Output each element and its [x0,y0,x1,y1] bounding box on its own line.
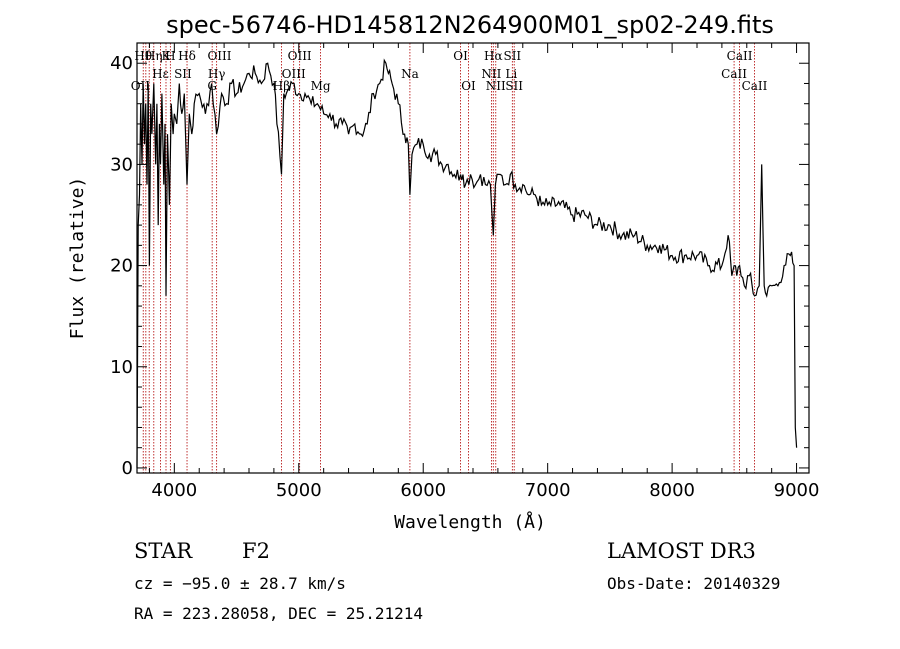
y-tick-label: 40 [110,53,133,74]
line-annotation: CaII [721,67,747,81]
line-annotation: Hγ [208,67,226,81]
line-annotation: K [162,49,172,63]
x-tick-label: 5000 [276,480,322,501]
chart-title: spec-56746-HD145812N264900M01_sp02-249.f… [166,11,774,39]
line-annotation: OIII [282,67,306,81]
line-annotation: Mg [311,79,331,93]
line-annotation: CaII [727,49,753,63]
line-annotation: OII [131,79,151,93]
line-annotation: OI [453,49,468,63]
y-ticks: 0 10 20 30 40 [110,53,809,479]
line-annotation: Hη [145,49,163,63]
class-label: STAR [134,539,193,563]
line-annotation: Na [401,67,419,81]
obs-date-label: Obs-Date: 20140329 [607,574,780,593]
line-annotation: CaII [742,79,768,93]
line-annotation: H [165,49,175,63]
y-tick-label: 20 [110,256,133,277]
line-annotation: NII [486,79,506,93]
reference-lines [142,43,755,473]
survey-label: LAMOST DR3 [607,539,756,563]
line-annotation: Hε [152,67,169,81]
line-annotation: OI [461,79,476,93]
coords-label: RA = 223.28058, DEC = 25.21214 [134,604,423,623]
y-tick-label: 30 [110,154,133,175]
subclass-label: F2 [242,539,270,563]
line-annotation: Hδ [178,49,196,63]
x-tick-label: 9000 [774,480,820,501]
line-annotation: Hβ [273,79,290,93]
y-tick-label: 10 [110,357,133,378]
line-annotation: OIII [207,49,231,63]
line-annotation: OIII [288,49,312,63]
line-annotation: Hα [484,49,503,63]
line-annotation: SII [505,79,523,93]
spectrum-series [136,58,798,468]
y-axis-label: Flux (relative) [67,177,88,340]
x-tick-label: 7000 [525,480,571,501]
line-annotation: Li [505,67,517,81]
x-tick-label: 4000 [151,480,197,501]
line-annotation: SII [503,49,521,63]
cz-label: cz = −95.0 ± 28.7 km/s [134,574,346,593]
y-tick-label: 0 [122,458,133,479]
line-annotation: NII [481,67,501,81]
line-annotation: SII [174,67,192,81]
plot-frame [136,42,810,474]
x-ticks: 4000 5000 6000 7000 8000 9000 [148,43,820,501]
x-axis-label: Wavelength (Å) [394,511,546,533]
line-annotation: Hθ [134,49,152,63]
x-tick-label: 6000 [400,480,446,501]
x-tick-label: 8000 [649,480,695,501]
